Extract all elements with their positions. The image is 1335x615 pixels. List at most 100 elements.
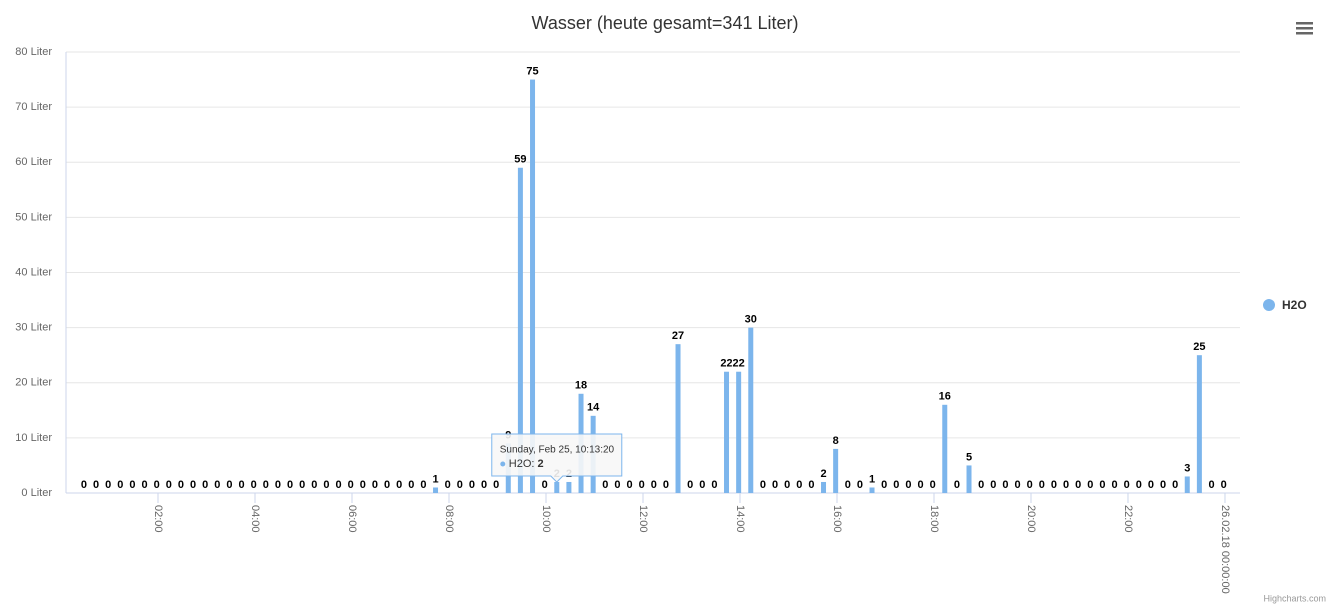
data-label: 0 xyxy=(105,479,111,491)
data-label: 0 xyxy=(1172,479,1178,491)
data-label: 0 xyxy=(226,479,232,491)
tooltip-label: H2O: 2 xyxy=(509,458,544,470)
data-label: 2 xyxy=(820,468,826,480)
data-label: 0 xyxy=(323,479,329,491)
bar xyxy=(966,465,972,493)
data-label: 0 xyxy=(190,479,196,491)
menu-button[interactable] xyxy=(1296,22,1313,35)
data-label: 0 xyxy=(954,479,960,491)
data-label: 1 xyxy=(869,473,875,485)
bar xyxy=(942,404,948,493)
data-label: 0 xyxy=(335,479,341,491)
data-label: 0 xyxy=(299,479,305,491)
y-tick-label: 50 Liter xyxy=(15,211,52,223)
tooltip-marker xyxy=(500,461,506,467)
y-tick-label: 60 Liter xyxy=(15,156,52,168)
data-label: 0 xyxy=(202,479,208,491)
data-label: 0 xyxy=(881,479,887,491)
data-label: 0 xyxy=(238,479,244,491)
data-label: 18 xyxy=(575,380,587,392)
data-label: 0 xyxy=(408,479,414,491)
y-tick-label: 0 Liter xyxy=(21,487,52,499)
data-label: 0 xyxy=(178,479,184,491)
data-label: 0 xyxy=(166,479,172,491)
tooltip-series: H2O xyxy=(509,458,532,470)
data-label: 0 xyxy=(917,479,923,491)
data-label: 0 xyxy=(1039,479,1045,491)
data-label: 0 xyxy=(1124,479,1130,491)
data-label: 0 xyxy=(1087,479,1093,491)
data-label: 25 xyxy=(1193,341,1205,353)
data-label: 0 xyxy=(481,479,487,491)
data-label: 0 xyxy=(1075,479,1081,491)
data-label: 8 xyxy=(833,435,839,447)
data-label: 0 xyxy=(639,479,645,491)
bar xyxy=(869,487,875,493)
data-label: 0 xyxy=(1221,479,1227,491)
data-label: 0 xyxy=(1014,479,1020,491)
x-tick-label: 04:00 xyxy=(249,505,261,533)
data-label: 0 xyxy=(372,479,378,491)
bar xyxy=(433,487,439,493)
x-tick-label: 14:00 xyxy=(734,505,746,533)
bar xyxy=(530,79,536,493)
data-label: 0 xyxy=(784,479,790,491)
x-tick-label: 10:00 xyxy=(540,505,552,533)
bar xyxy=(833,448,839,493)
bar xyxy=(554,481,560,493)
data-label: 0 xyxy=(990,479,996,491)
x-tick-label: 20:00 xyxy=(1025,505,1037,533)
y-tick-label: 80 Liter xyxy=(15,46,52,58)
data-label: 0 xyxy=(1160,479,1166,491)
data-label: 75 xyxy=(526,65,538,77)
data-label: 0 xyxy=(384,479,390,491)
data-label: 0 xyxy=(1027,479,1033,491)
data-label: 0 xyxy=(93,479,99,491)
tooltip: Sunday, Feb 25, 10:13:20 H2O: 2 xyxy=(491,433,623,483)
data-label: 1 xyxy=(432,473,438,485)
bar xyxy=(675,344,681,493)
data-label: 22 xyxy=(720,358,732,370)
data-label: 0 xyxy=(396,479,402,491)
data-label: 0 xyxy=(772,479,778,491)
legend-marker xyxy=(1263,299,1275,311)
data-label: 0 xyxy=(1051,479,1057,491)
data-label: 0 xyxy=(760,479,766,491)
legend-label[interactable]: H2O xyxy=(1282,298,1307,312)
x-tick-label: 18:00 xyxy=(928,505,940,533)
data-label: 3 xyxy=(1184,462,1190,474)
credits[interactable]: Highcharts.com xyxy=(1263,593,1326,603)
data-label: 5 xyxy=(966,451,972,463)
x-tick-label: 06:00 xyxy=(346,505,358,533)
data-label: 0 xyxy=(469,479,475,491)
bar xyxy=(1184,476,1190,493)
data-label: 0 xyxy=(1148,479,1154,491)
data-label: 0 xyxy=(493,479,499,491)
bar xyxy=(821,481,827,493)
data-label: 0 xyxy=(808,479,814,491)
data-label: 0 xyxy=(251,479,257,491)
data-label: 0 xyxy=(348,479,354,491)
bar xyxy=(748,327,754,493)
data-label: 0 xyxy=(687,479,693,491)
x-tick-label: 26.02.18 00:00:00 xyxy=(1219,505,1231,594)
y-tick-label: 40 Liter xyxy=(15,266,52,278)
bar xyxy=(566,481,572,493)
data-label: 0 xyxy=(420,479,426,491)
data-label: 0 xyxy=(602,479,608,491)
data-label: 0 xyxy=(445,479,451,491)
data-label: 0 xyxy=(978,479,984,491)
data-label: 0 xyxy=(711,479,717,491)
bar xyxy=(736,371,742,493)
data-label: 0 xyxy=(1002,479,1008,491)
data-label: 59 xyxy=(514,154,526,166)
data-label: 0 xyxy=(275,479,281,491)
data-label: 0 xyxy=(542,479,548,491)
data-label: 30 xyxy=(745,314,757,326)
data-label: 0 xyxy=(796,479,802,491)
data-label: 0 xyxy=(905,479,911,491)
y-tick-label: 30 Liter xyxy=(15,322,52,334)
data-label: 0 xyxy=(845,479,851,491)
data-label: 0 xyxy=(1136,479,1142,491)
